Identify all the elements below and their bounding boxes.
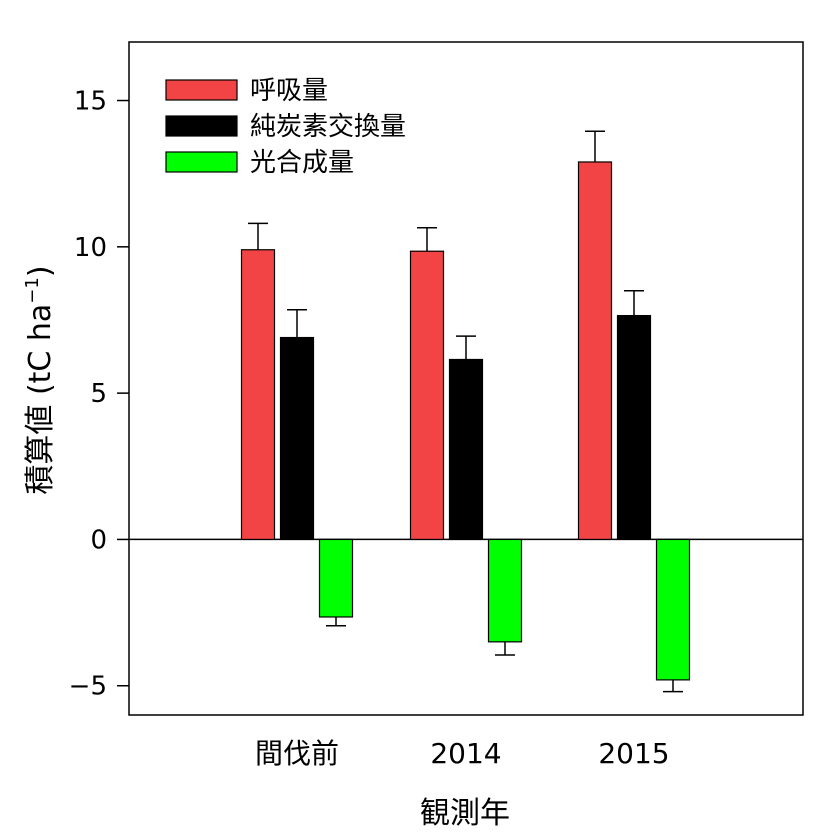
- y-axis-title-close: ): [23, 265, 58, 277]
- x-axis: 間伐前 2014 2015: [255, 737, 670, 770]
- bar: [318, 538, 354, 618]
- legend-label: 光合成量: [250, 148, 354, 178]
- bar: [409, 250, 445, 541]
- legend-swatch: [165, 151, 238, 173]
- legend-label: 純炭素交換量: [250, 112, 406, 142]
- bar: [577, 161, 613, 541]
- bar: [448, 358, 484, 541]
- bar: [279, 336, 315, 541]
- legend-label: 呼吸量: [250, 76, 328, 106]
- bar: [616, 314, 652, 541]
- bar: [655, 538, 691, 681]
- y-tick-label: 15: [74, 87, 107, 117]
- y-tick-label: 10: [74, 233, 107, 263]
- x-tick-label: 2015: [598, 737, 669, 770]
- y-axis-title-superscript: −1: [22, 277, 43, 304]
- plot-frame: [128, 41, 804, 716]
- legend-swatch: [165, 115, 238, 137]
- x-axis-title: 観測年: [420, 796, 510, 831]
- y-axis-title: 積算値 (tC ha−1): [22, 265, 58, 494]
- y-tick-label: 5: [90, 379, 107, 409]
- bar: [240, 249, 276, 541]
- bar: [487, 538, 523, 643]
- legend-swatch: [165, 79, 238, 101]
- bars: [240, 130, 691, 693]
- y-tick-label: 0: [90, 525, 107, 555]
- y-axis: −5 0 5 10 15: [69, 87, 129, 702]
- y-tick-label: −5: [69, 672, 107, 702]
- x-tick-label: 2014: [430, 737, 501, 770]
- y-axis-title-main: 積算値 (tC ha: [23, 304, 58, 495]
- x-tick-label: 間伐前: [255, 737, 339, 770]
